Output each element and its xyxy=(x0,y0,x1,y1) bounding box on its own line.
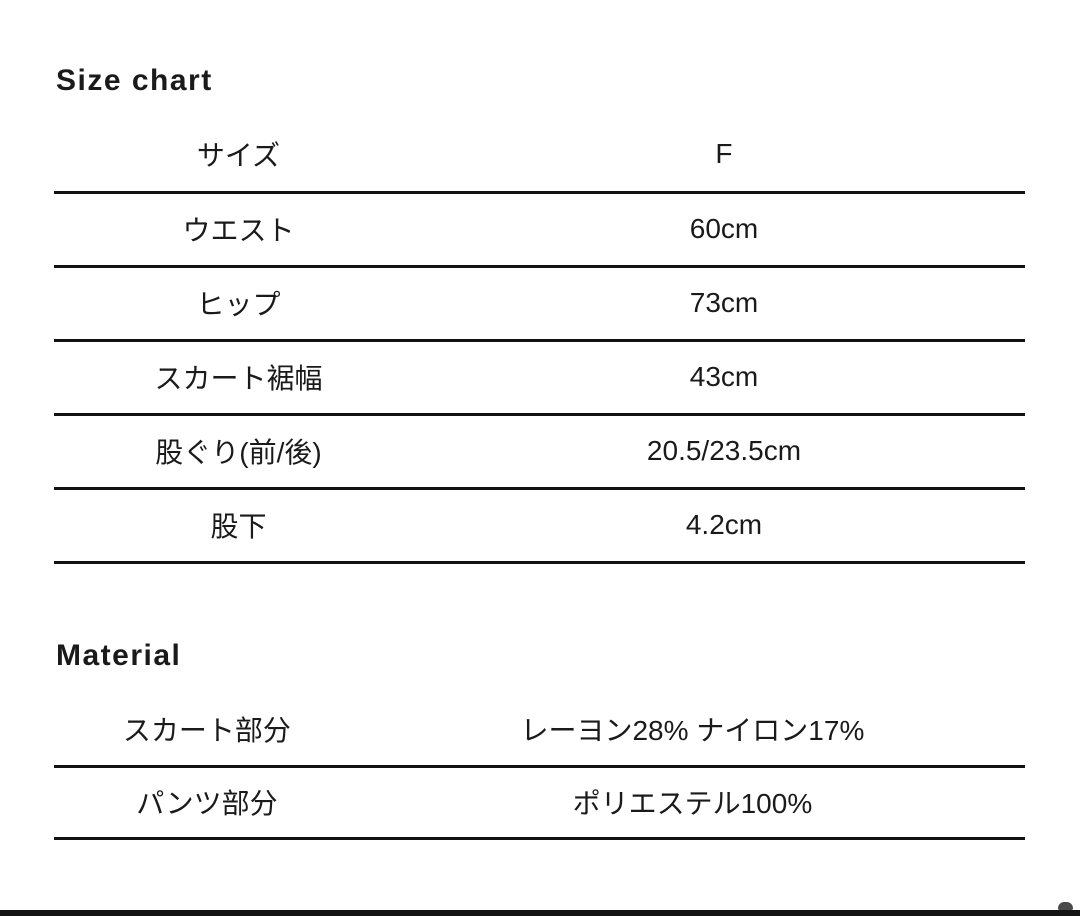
size-chart-title: Size chart xyxy=(56,64,213,97)
measure-value-crotch: 20.5/23.5cm xyxy=(422,414,1025,490)
size-header-label: サイズ xyxy=(54,118,423,194)
table-row: 股下 4.2cm xyxy=(54,488,1025,564)
table-row: パンツ部分 ポリエステル100% xyxy=(54,766,1025,840)
measure-value-skirt-hem: 43cm xyxy=(422,340,1025,416)
material-label-pants: パンツ部分 xyxy=(54,766,360,840)
measure-label-skirt-hem: スカート裾幅 xyxy=(54,340,423,416)
measure-label-hip: ヒップ xyxy=(54,266,423,342)
material-value-skirt: レーヨン28% ナイロン17% xyxy=(359,694,1025,768)
material-value-pants: ポリエステル100% xyxy=(359,766,1025,840)
table-row: ヒップ 73cm xyxy=(54,266,1025,342)
measure-value-waist: 60cm xyxy=(422,192,1025,268)
measure-label-crotch: 股ぐり(前/後) xyxy=(54,414,423,490)
bottom-divider-bar xyxy=(0,910,1080,916)
measure-value-hip: 73cm xyxy=(422,266,1025,342)
measure-label-inseam: 股下 xyxy=(54,488,423,564)
size-header-value: F xyxy=(422,118,1025,194)
material-table: スカート部分 レーヨン28% ナイロン17% パンツ部分 ポリエステル100% xyxy=(54,694,1025,840)
size-chart-table: サイズ F ウエスト 60cm ヒップ 73cm スカート裾幅 43cm 股ぐり… xyxy=(54,118,1025,564)
measure-value-inseam: 4.2cm xyxy=(422,488,1025,564)
size-header-row: サイズ F xyxy=(54,118,1025,194)
material-title: Material xyxy=(56,639,182,672)
table-row: スカート部分 レーヨン28% ナイロン17% xyxy=(54,694,1025,768)
table-row: スカート裾幅 43cm xyxy=(54,340,1025,416)
table-row: 股ぐり(前/後) 20.5/23.5cm xyxy=(54,414,1025,490)
table-row: ウエスト 60cm xyxy=(54,192,1025,268)
scroll-peek xyxy=(1058,902,1073,910)
measure-label-waist: ウエスト xyxy=(54,192,423,268)
material-label-skirt: スカート部分 xyxy=(54,694,360,768)
